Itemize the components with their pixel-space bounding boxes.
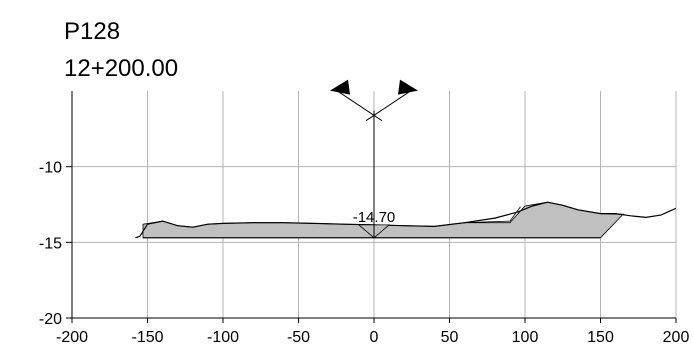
right-flag-icon (398, 79, 418, 95)
x-tick-label: -100 (207, 329, 239, 346)
left-flag-icon (330, 79, 350, 95)
chart-title: P128 (64, 18, 121, 45)
centerline-cross-left (333, 88, 383, 122)
y-tick-label: -10 (39, 160, 62, 177)
elevation-label: -14.70 (353, 209, 396, 226)
ground-line (135, 201, 677, 239)
section-lines (135, 79, 677, 239)
x-tick-label: -200 (56, 329, 88, 346)
x-tick-label: 50 (441, 329, 459, 346)
y-tick-label: -15 (39, 235, 62, 252)
tick-labels: -200 -150 -100 -50 0 50 100 150 200 -10 -15 -20 (39, 160, 690, 346)
x-tick-label: -50 (287, 329, 310, 346)
x-tick-label: 150 (587, 329, 614, 346)
axes (66, 91, 677, 323)
chart-subtitle: 12+200.00 (64, 55, 179, 82)
design-top-line (464, 206, 521, 224)
annotations: -14.70 (353, 209, 396, 226)
y-tick-label: -20 (39, 311, 62, 328)
x-tick-label: 0 (370, 329, 379, 346)
centerline-cross-right (365, 88, 415, 122)
x-tick-label: 200 (663, 329, 690, 346)
x-tick-label: 100 (512, 329, 539, 346)
x-tick-label: -150 (131, 329, 163, 346)
